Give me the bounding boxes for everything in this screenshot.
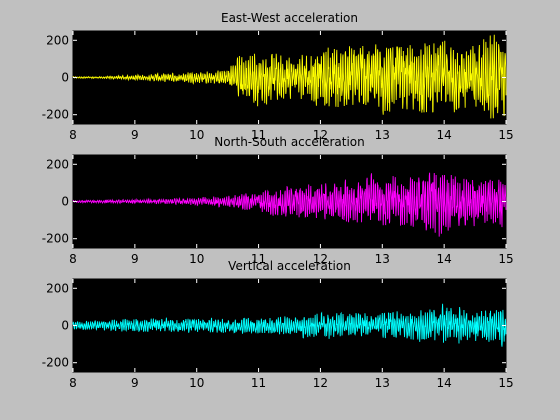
x-tick-label: 8	[69, 128, 77, 142]
x-tick-label: 9	[131, 252, 139, 266]
x-tick-label: 8	[69, 376, 77, 390]
y-tick-label: -200	[42, 232, 69, 246]
y-tick-label: 0	[61, 71, 69, 85]
x-tick-label: 10	[189, 252, 204, 266]
x-tick-label: 13	[375, 376, 390, 390]
y-tick-label: 200	[46, 33, 69, 47]
subplot-title: North-South acceleration	[214, 135, 365, 149]
y-tick-label: 200	[46, 281, 69, 295]
x-tick-label: 12	[313, 128, 328, 142]
y-tick-label: -200	[42, 108, 69, 122]
subplot-east-west: 8 9 10 11 12 13 14 15 -200 0 200 East-West accelera…	[42, 11, 514, 142]
x-tick-label: 15	[498, 376, 513, 390]
series-line	[72, 303, 507, 347]
x-tick-label: 11	[251, 252, 266, 266]
y-tick-label: 0	[61, 195, 69, 209]
y-tick-label: 200	[46, 157, 69, 171]
subplot-north-south: 8 9 10 11 12 13 14 15 -200 0 200 North-South accele…	[42, 135, 514, 266]
x-tick-label: 9	[131, 376, 139, 390]
x-tick-label: 15	[498, 252, 513, 266]
y-tick-label: -200	[42, 356, 69, 370]
x-tick-label: 10	[189, 376, 204, 390]
subplot-title: East-West acceleration	[221, 11, 358, 25]
x-tick-label: 12	[313, 376, 328, 390]
y-tick-label: 0	[61, 319, 69, 333]
x-tick-label: 8	[69, 252, 77, 266]
subplot-title: Vertical acceleration	[228, 259, 351, 273]
x-tick-label: 13	[375, 252, 390, 266]
x-tick-label: 11	[251, 376, 266, 390]
subplot-vertical: 8 9 10 11 12 13 14 15 -200 0 200 Vertical accelerat…	[42, 259, 514, 390]
series-line	[72, 34, 507, 119]
x-tick-label: 10	[189, 128, 204, 142]
x-tick-label: 14	[437, 376, 452, 390]
x-tick-label: 15	[498, 128, 513, 142]
x-tick-label: 11	[251, 128, 266, 142]
x-tick-label: 13	[375, 128, 390, 142]
x-tick-label: 14	[437, 252, 452, 266]
x-tick-label: 12	[313, 252, 328, 266]
x-tick-label: 14	[437, 128, 452, 142]
series-line	[72, 172, 507, 237]
x-tick-label: 9	[131, 128, 139, 142]
